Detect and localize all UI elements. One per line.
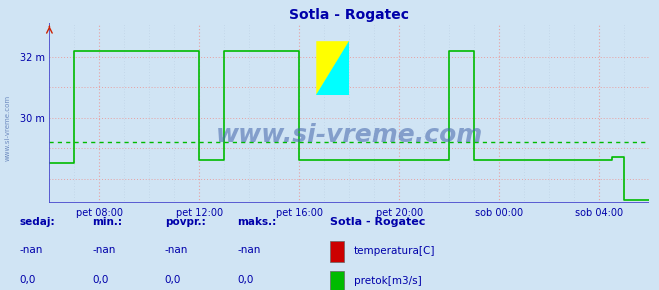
Text: 0,0: 0,0 — [165, 276, 181, 285]
Text: 0,0: 0,0 — [20, 276, 36, 285]
Text: -nan: -nan — [165, 245, 188, 255]
Bar — [330, 241, 344, 262]
Title: Sotla - Rogatec: Sotla - Rogatec — [289, 8, 409, 22]
Text: 0,0: 0,0 — [237, 276, 254, 285]
Polygon shape — [316, 41, 349, 95]
Text: 0,0: 0,0 — [92, 276, 109, 285]
Text: pretok[m3/s]: pretok[m3/s] — [354, 276, 422, 287]
Text: -nan: -nan — [237, 245, 260, 255]
Text: povpr.:: povpr.: — [165, 217, 206, 227]
Text: sedaj:: sedaj: — [20, 217, 55, 227]
Bar — [330, 271, 344, 290]
Text: -nan: -nan — [20, 245, 43, 255]
Text: temperatura[C]: temperatura[C] — [354, 246, 436, 256]
Text: maks.:: maks.: — [237, 217, 277, 227]
Text: min.:: min.: — [92, 217, 123, 227]
Text: Sotla - Rogatec: Sotla - Rogatec — [330, 217, 425, 227]
Text: www.si-vreme.com: www.si-vreme.com — [215, 123, 483, 147]
Polygon shape — [316, 41, 349, 95]
Text: -nan: -nan — [92, 245, 115, 255]
Text: www.si-vreme.com: www.si-vreme.com — [5, 95, 11, 161]
